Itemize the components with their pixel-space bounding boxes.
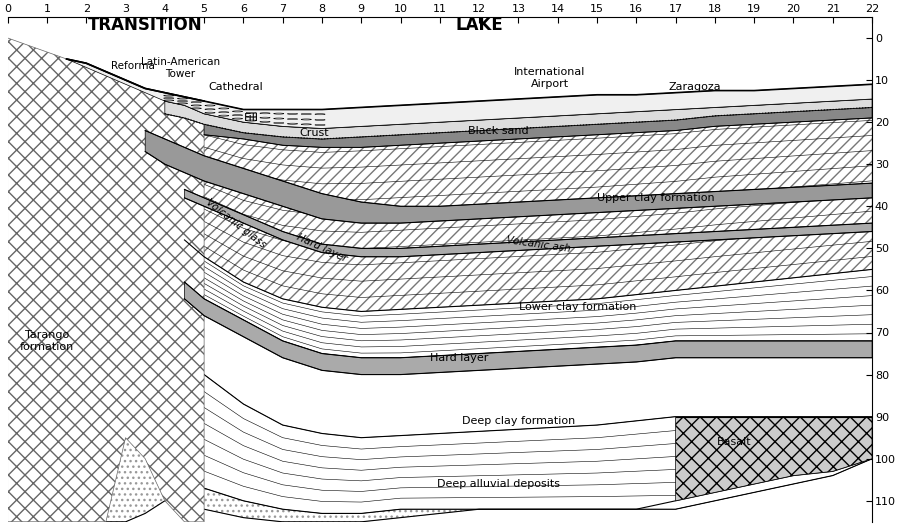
Text: Volcanic glass: Volcanic glass [203, 197, 267, 249]
Text: Crust: Crust [300, 128, 328, 138]
Text: Reforma: Reforma [112, 61, 156, 71]
Text: Hard layer: Hard layer [295, 232, 348, 265]
Text: International
Airport: International Airport [514, 67, 586, 89]
Text: Fill: Fill [244, 113, 259, 123]
Polygon shape [676, 417, 872, 501]
Text: Volcanic ash: Volcanic ash [505, 235, 571, 254]
Polygon shape [8, 38, 204, 522]
Text: Deep alluvial deposits: Deep alluvial deposits [437, 479, 561, 489]
Polygon shape [8, 417, 872, 522]
Polygon shape [165, 99, 872, 139]
Text: Cathedral: Cathedral [208, 82, 263, 92]
Text: Upper clay formation: Upper clay formation [597, 193, 715, 203]
Text: LAKE: LAKE [455, 16, 503, 34]
Polygon shape [165, 107, 872, 311]
Polygon shape [145, 130, 872, 223]
Text: Lower clay formation: Lower clay formation [518, 302, 636, 312]
Text: Basalt: Basalt [717, 437, 752, 447]
Polygon shape [165, 332, 872, 513]
Text: TRANSITION: TRANSITION [88, 16, 202, 34]
Polygon shape [67, 59, 872, 128]
Text: Zaragoza: Zaragoza [669, 82, 722, 92]
Text: Latin-American
Tower: Latin-American Tower [141, 57, 220, 78]
Polygon shape [184, 189, 872, 257]
Text: Tarango
formation: Tarango formation [20, 330, 74, 352]
Text: Deep clay formation: Deep clay formation [462, 416, 575, 426]
Polygon shape [204, 105, 872, 147]
Polygon shape [184, 282, 872, 375]
Text: Hard layer: Hard layer [430, 353, 489, 363]
Text: Black sand: Black sand [469, 126, 529, 136]
Polygon shape [184, 240, 872, 358]
